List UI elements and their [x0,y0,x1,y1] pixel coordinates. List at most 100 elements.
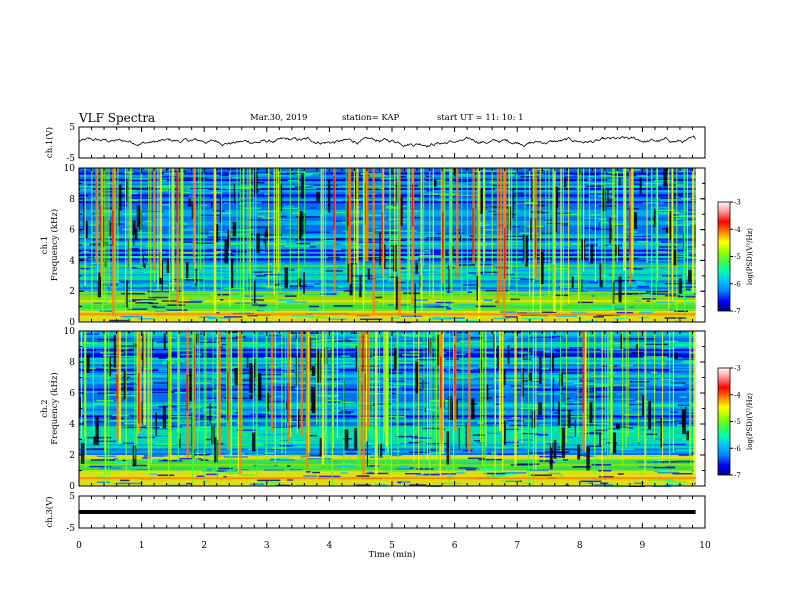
spectral-noise [474,333,489,336]
spectral-noise [257,234,282,236]
spectral-noise [120,479,130,482]
sferic-peak [227,371,229,422]
spectral-noise [300,187,317,190]
spectral-noise [616,257,639,260]
sferic-stripe [281,331,283,454]
spectral-noise [235,469,249,471]
y-tick-label: 5 [69,492,75,502]
spectral-noise [678,454,693,456]
spectral-noise [635,384,648,387]
spectral-noise [194,294,201,297]
spectral-noise [416,440,425,443]
spectral-noise [517,201,539,204]
spectral-noise [644,182,666,185]
spectral-noise [637,285,650,288]
spectral-noise [86,258,103,260]
spectral-noise [120,189,137,192]
spectral-noise [180,260,198,262]
spectral-band [79,225,696,228]
spectral-band [79,253,696,257]
sferic-stripe [289,168,291,285]
spectral-noise [577,454,587,457]
spectral-noise [414,231,436,234]
spectral-gap [344,429,349,450]
spectral-noise [468,389,479,391]
spectral-noise [320,339,343,341]
spectral-noise [360,173,383,175]
spectral-noise [206,473,219,476]
sferic-stripe [316,331,318,426]
y-tick-label: 8 [69,358,75,368]
spectral-noise [247,314,258,317]
spectral-noise [150,435,168,437]
spectral-gap [598,222,600,227]
spectral-gap [550,353,555,372]
spectral-noise [105,182,116,185]
spectral-noise [196,242,214,245]
spectral-noise [291,282,315,285]
spectral-gap [354,427,358,451]
spectral-noise [281,171,305,173]
spectral-noise [338,365,359,367]
spectral-noise [208,317,216,320]
spectral-noise [372,403,392,405]
spectral-noise [510,348,535,350]
y-tick-label: 8 [69,195,75,205]
spectral-noise [475,224,489,227]
spectral-noise [576,419,581,421]
sferic-stripe [650,168,653,313]
spectral-noise [387,239,406,242]
spectral-noise [510,170,517,173]
spectral-noise [215,470,227,472]
spectral-noise [589,307,614,310]
sferic-peak [362,335,364,372]
y-tick-label: 4 [69,420,75,430]
spectral-noise [230,295,241,297]
spectral-noise [438,473,457,475]
spectral-noise [398,175,407,178]
spectral-band [79,306,696,310]
spectral-noise [690,333,696,335]
sferic-stripe [408,168,410,282]
sferic-stripe [252,168,255,304]
spectral-noise [606,179,631,181]
sferic-stripe [689,331,691,458]
spectral-noise [283,301,289,304]
sferic-stripe [483,168,485,266]
spectral-noise [442,307,463,310]
sferic-stripe [104,168,106,302]
spectral-noise [538,434,549,436]
spectral-noise [631,351,644,354]
spectral-noise [96,406,117,408]
sferic-stripe [171,168,173,263]
spectral-noise [79,342,98,344]
spectral-noise [652,209,675,212]
spectral-noise [332,385,337,387]
spectral-noise [468,289,476,291]
spectral-band [79,181,696,184]
spectral-noise [477,243,495,245]
spectral-noise [366,392,392,395]
spectral-band [79,251,696,255]
spectral-noise [180,353,202,356]
spectral-gap [688,269,692,283]
spectral-noise [85,412,96,414]
spectral-noise [220,269,233,271]
spectral-noise [478,420,485,423]
spectral-noise [517,352,531,354]
spectral-noise [257,373,283,376]
spectral-band [79,240,696,244]
spectral-noise [653,461,678,463]
spectral-noise [646,455,660,458]
spectral-noise [359,378,365,380]
sferic-stripe [146,331,148,444]
spectral-band [79,249,696,252]
spectral-noise [556,350,560,353]
spectral-noise [144,360,162,363]
spectral-noise [634,194,650,197]
spectral-noise [515,192,524,194]
spectral-noise [303,332,328,334]
spectral-noise [442,335,455,338]
spectral-gap [522,234,526,258]
spectral-noise [426,449,438,451]
